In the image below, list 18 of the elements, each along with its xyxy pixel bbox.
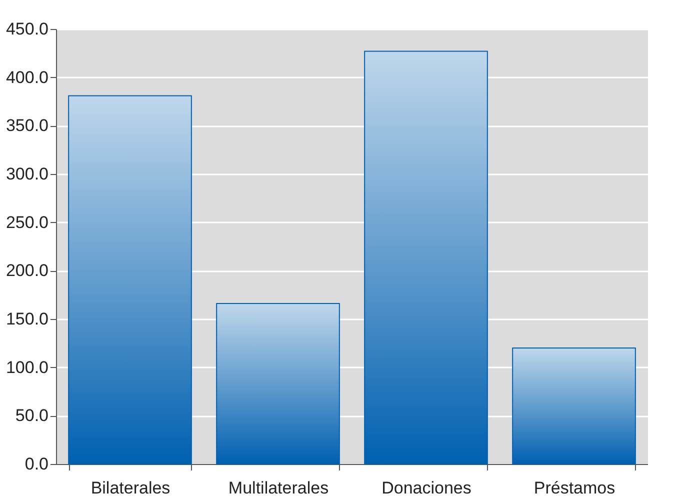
bar — [512, 348, 636, 464]
y-tick-label: 450.0 — [6, 20, 48, 38]
bar — [364, 50, 488, 464]
y-tick-label: 300.0 — [6, 164, 48, 184]
x-tick-label: Multilaterales — [228, 478, 329, 498]
bar — [216, 303, 340, 464]
y-tick-label: 350.0 — [6, 116, 48, 136]
x-tick-label: Préstamos — [534, 478, 616, 498]
y-tick-label: 100.0 — [6, 358, 48, 377]
y-tick-label: 50.0 — [15, 406, 48, 426]
y-tick-label: 150.0 — [6, 310, 48, 328]
y-tick-label: 250.0 — [6, 212, 48, 232]
x-tick-label: Donaciones — [382, 478, 472, 498]
y-tick-label: 400.0 — [6, 68, 48, 87]
y-tick-label: 200.0 — [6, 261, 48, 280]
bar — [68, 95, 192, 464]
y-tick-label: 0.0 — [24, 454, 48, 474]
x-tick-label: Bilaterales — [90, 478, 170, 498]
